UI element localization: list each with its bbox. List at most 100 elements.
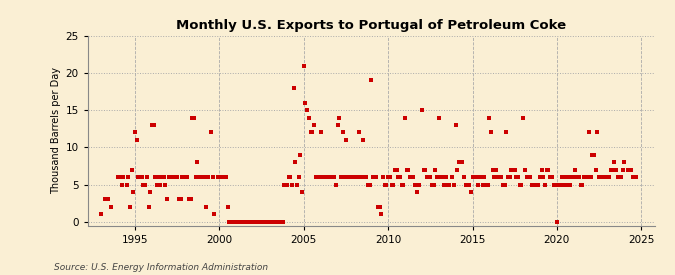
Point (308, 123, 319, 127)
Point (236, 219, 247, 224)
Point (583, 130, 594, 135)
Point (331, 182, 341, 187)
Point (484, 116, 495, 120)
Point (200, 205, 211, 209)
Point (224, 219, 235, 224)
Point (163, 175, 174, 179)
Point (227, 219, 238, 224)
Point (286, 182, 297, 187)
Point (144, 190, 155, 194)
Point (285, 175, 296, 179)
Point (237, 219, 248, 224)
Point (290, 160, 301, 164)
Point (594, 175, 605, 179)
Point (258, 219, 269, 224)
Point (268, 219, 279, 224)
Point (249, 219, 260, 224)
Point (122, 182, 132, 187)
Point (217, 175, 228, 179)
Point (494, 175, 505, 179)
Point (387, 182, 398, 187)
Point (153, 175, 164, 179)
Point (158, 175, 169, 179)
Point (502, 175, 513, 179)
Point (608, 167, 618, 172)
Point (551, 219, 562, 224)
Point (425, 175, 436, 179)
Point (312, 175, 323, 179)
Point (261, 219, 271, 224)
Point (566, 175, 577, 179)
Point (128, 190, 139, 194)
Point (435, 175, 446, 179)
Point (396, 182, 407, 187)
Point (292, 182, 302, 187)
Point (146, 123, 157, 127)
Point (404, 175, 415, 179)
Point (522, 175, 533, 179)
Point (576, 182, 587, 187)
Point (504, 175, 515, 179)
Point (612, 175, 623, 179)
Point (467, 175, 478, 179)
Point (538, 175, 549, 179)
Point (256, 219, 267, 224)
Point (313, 175, 324, 179)
Point (499, 182, 510, 187)
Point (234, 219, 245, 224)
Point (182, 175, 192, 179)
Point (167, 175, 178, 179)
Point (244, 219, 254, 224)
Point (300, 101, 310, 105)
Point (335, 175, 346, 179)
Point (428, 182, 439, 187)
Point (590, 167, 601, 172)
Point (351, 175, 362, 179)
Point (614, 175, 625, 179)
Point (327, 175, 338, 179)
Point (535, 175, 545, 179)
Point (267, 219, 278, 224)
Point (455, 160, 466, 164)
Point (305, 130, 316, 135)
Point (585, 175, 596, 179)
Point (271, 219, 282, 224)
Point (487, 167, 498, 172)
Point (609, 160, 620, 164)
Point (238, 219, 249, 224)
Point (562, 182, 572, 187)
Point (288, 86, 299, 90)
Point (386, 182, 397, 187)
Point (378, 175, 389, 179)
Point (568, 175, 579, 179)
Point (275, 219, 286, 224)
Point (367, 175, 378, 179)
Point (398, 182, 408, 187)
Point (235, 219, 246, 224)
Point (533, 182, 544, 187)
Point (165, 175, 176, 179)
Point (332, 123, 343, 127)
Point (578, 175, 589, 179)
Point (255, 219, 266, 224)
Point (492, 175, 503, 179)
Point (269, 219, 279, 224)
Point (427, 182, 437, 187)
Point (259, 219, 270, 224)
Point (630, 175, 641, 179)
Point (254, 219, 265, 224)
Point (248, 219, 259, 224)
Point (133, 175, 144, 179)
Point (293, 175, 304, 179)
Point (605, 167, 616, 172)
Point (485, 130, 496, 135)
Point (138, 182, 148, 187)
Point (346, 175, 356, 179)
Point (369, 175, 380, 179)
Point (194, 175, 205, 179)
Point (589, 153, 599, 157)
Point (116, 182, 127, 187)
Point (560, 175, 570, 179)
Point (447, 175, 458, 179)
Point (250, 219, 261, 224)
